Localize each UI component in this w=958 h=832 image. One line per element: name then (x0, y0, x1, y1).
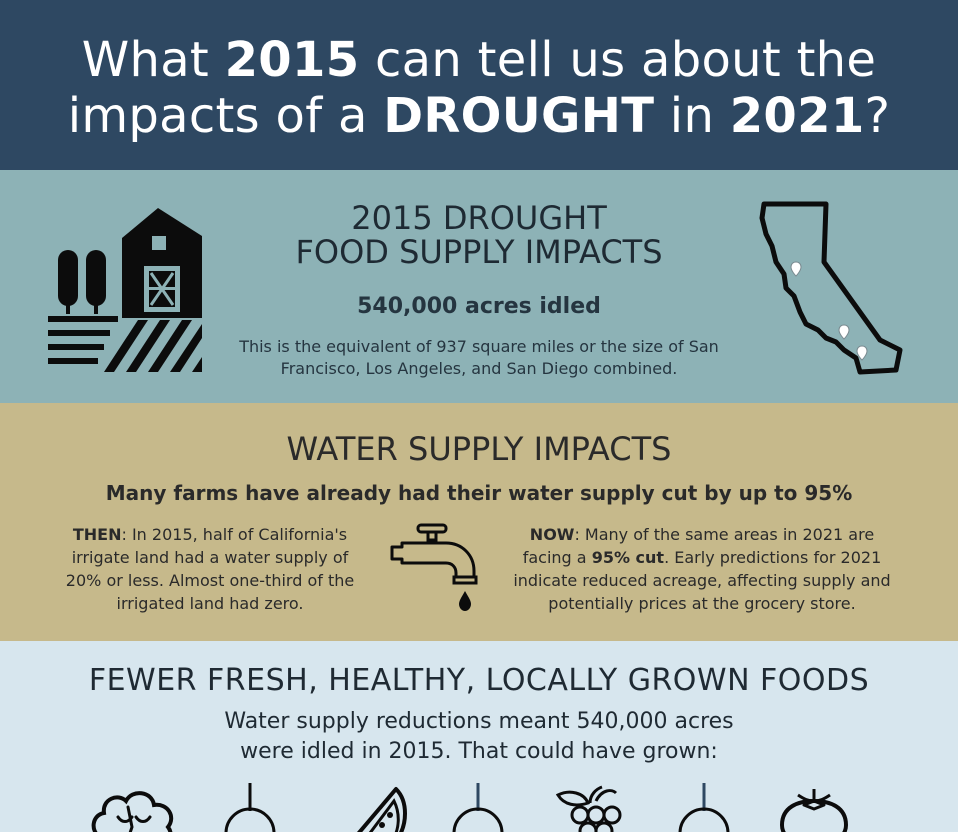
then-paragraph: THEN: In 2015, half of California's irri… (55, 523, 365, 615)
title-text: impacts of a (67, 88, 384, 144)
acres-description: This is the equivalent of 937 square mil… (239, 337, 719, 378)
grapes-icon (555, 785, 622, 832)
fresh-subheading: Water supply reductions meant 540,000 ac… (0, 707, 958, 767)
food-supply-section: 2015 DROUGHT FOOD SUPPLY IMPACTS 540,000… (0, 170, 958, 403)
broccoli-icon (91, 791, 174, 832)
title-text: ? (864, 88, 891, 144)
california-map-icon (759, 201, 903, 375)
barn-farm-icon (48, 208, 202, 372)
food-heading-line2: FOOD SUPPLY IMPACTS (295, 233, 663, 271)
now-bold-cut: 95% cut (591, 548, 665, 567)
watermelon-icon (356, 787, 407, 832)
faucet-icon (390, 523, 478, 611)
fresh-sub-line1: Water supply reductions meant 540,000 ac… (224, 709, 734, 734)
water-heading: WATER SUPPLY IMPACTS (286, 430, 672, 468)
title-text: can tell us about the (359, 32, 877, 88)
then-text: : In 2015, half of California's irrigate… (65, 525, 355, 613)
now-text: . Early predictions for 2021 indicate re… (513, 548, 891, 613)
water-supply-section: WATER SUPPLY IMPACTS Many farms have alr… (0, 403, 958, 641)
now-paragraph: NOW: Many of the same areas in 2021 are … (508, 523, 896, 615)
now-text: : Many of the same areas in 2021 are fac… (522, 525, 875, 567)
title-year-2021: 2021 (729, 88, 865, 144)
water-subheading: Many farms have already had their water … (105, 481, 853, 505)
fresh-foods-section: FEWER FRESH, HEALTHY, LOCALLY GROWN FOOD… (0, 641, 958, 832)
title-text: What (81, 32, 225, 88)
header-band: What 2015 can tell us about the impacts … (0, 0, 958, 170)
tomato-icon (779, 789, 849, 832)
divider-icon (224, 783, 276, 832)
divider-icon (452, 783, 504, 832)
food-heading-line1: 2015 DROUGHT (351, 199, 607, 237)
divider-icon (678, 783, 730, 832)
title-text: in (654, 88, 730, 144)
fresh-sub-line2: were idled in 2015. That could have grow… (240, 739, 718, 764)
acres-idled: 540,000 acres idled (357, 294, 601, 319)
fresh-heading: FEWER FRESH, HEALTHY, LOCALLY GROWN FOOD… (88, 663, 870, 698)
title-drought: DROUGHT (383, 88, 655, 144)
title-year-2015: 2015 (224, 32, 360, 88)
now-label: NOW (529, 525, 575, 544)
page-title: What 2015 can tell us about the impacts … (0, 0, 958, 144)
then-label: THEN (72, 525, 122, 544)
